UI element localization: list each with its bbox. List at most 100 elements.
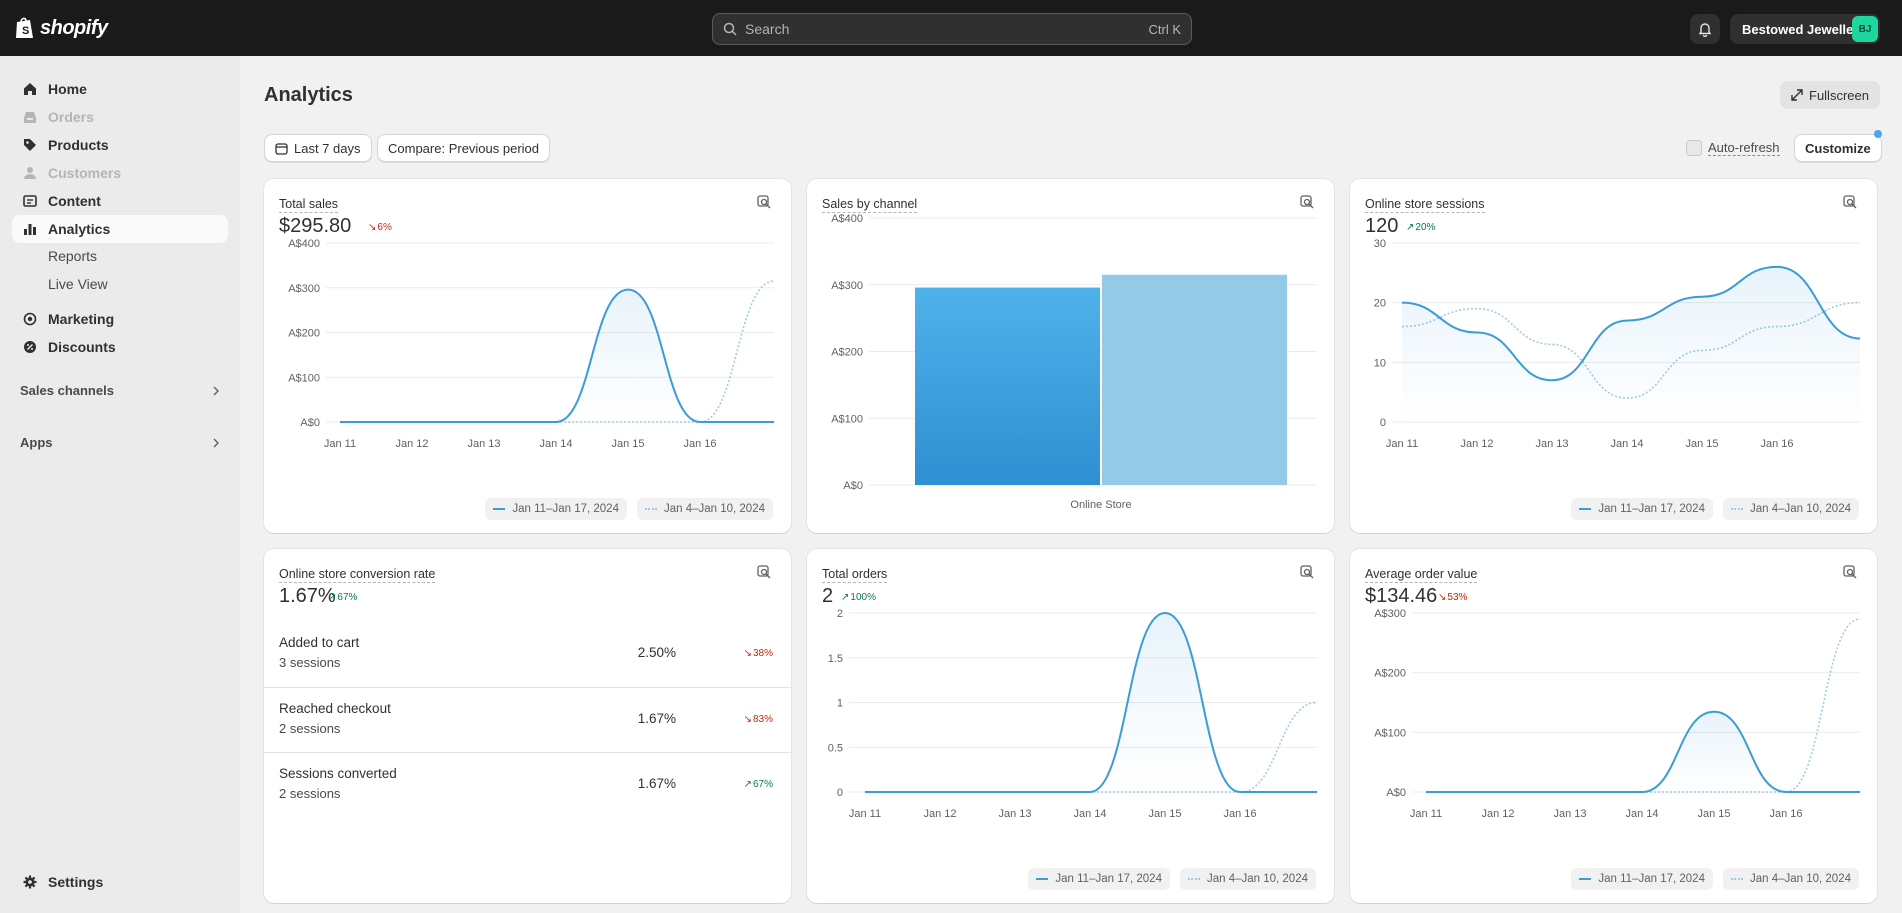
y-tick-label: A$100 (831, 413, 863, 425)
sidebar-item-label: Orders (48, 109, 94, 125)
y-tick-label: 0 (837, 787, 843, 799)
explore-icon[interactable] (1843, 565, 1857, 579)
x-tick-label: Jan 14 (1610, 438, 1643, 450)
line-chart: A$0 A$100 A$200 A$300 A$400 Jan 11 Jan 12 Jan 1… (288, 238, 775, 450)
legend-previous[interactable]: Jan 4–Jan 10, 2024 (1179, 868, 1316, 890)
series-area-current (340, 289, 774, 422)
sidebar-item-content[interactable]: Content (12, 187, 228, 215)
sidebar-item-settings[interactable]: Settings (12, 868, 228, 896)
search-input[interactable]: Search Ctrl K (712, 13, 1192, 45)
sidebar-item-analytics[interactable]: Analytics (12, 215, 228, 243)
auto-refresh-checkbox[interactable] (1686, 140, 1702, 156)
store-menu-button[interactable]: Bestowed Jewellers BJ (1730, 14, 1880, 44)
sidebar-item-label: Settings (48, 874, 104, 890)
customize-label: Customize (1805, 140, 1871, 156)
sidebar-item-label: Discounts (48, 339, 116, 355)
legend-previous[interactable]: Jan 4–Jan 10, 2024 (1722, 868, 1859, 890)
card-title[interactable]: Online store conversion rate (279, 567, 436, 583)
svg-text:S: S (22, 25, 29, 37)
sidebar-section-sales-channels[interactable]: Sales channels (20, 383, 220, 398)
x-tick-label: Jan 15 (611, 438, 644, 450)
y-tick-label: A$300 (1374, 608, 1406, 620)
y-tick-label: A$300 (831, 280, 863, 292)
chevron-right-icon (213, 438, 219, 447)
sidebar-item-products[interactable]: Products (12, 131, 228, 159)
card-average-order-value: Average order value $134.46 ↘ 53% A$0 A$10… (1350, 549, 1877, 903)
shopify-logo[interactable]: S shopify (14, 15, 108, 41)
x-category-label: Online Store (1070, 499, 1131, 511)
delta-value: 100% (850, 592, 876, 603)
arrow-down-icon: ↘ (743, 648, 752, 659)
legend-current[interactable]: Jan 11–Jan 17, 2024 (1028, 868, 1170, 890)
y-tick-label: A$200 (288, 328, 320, 340)
shopify-bag-icon: S (16, 17, 33, 38)
customize-button[interactable]: Customize (1794, 134, 1882, 162)
sidebar-item-reports[interactable]: Reports (48, 248, 98, 264)
card-title[interactable]: Total orders (822, 567, 888, 583)
y-tick-label: 1 (837, 698, 843, 710)
section-label: Apps (20, 435, 53, 450)
date-range-button[interactable]: Last 7 days (264, 134, 372, 162)
sidebar-item-marketing[interactable]: Marketing (12, 305, 228, 333)
card-value: 2 (822, 585, 834, 607)
explore-icon[interactable] (757, 195, 771, 209)
sidebar-item-discounts[interactable]: Discounts (12, 333, 228, 361)
series-line-current (340, 288, 774, 424)
legend-label: Jan 4–Jan 10, 2024 (1206, 873, 1308, 885)
funnel-step-sessions: 2 sessions (279, 786, 341, 801)
explore-icon[interactable] (1300, 565, 1314, 579)
search-shortcut: Ctrl K (1148, 21, 1182, 37)
legend-current[interactable]: Jan 11–Jan 17, 2024 (485, 498, 627, 520)
card-conversion-rate: Online store conversion rate 1.67% ↗ 67% … (264, 549, 791, 903)
bar-current (915, 287, 1100, 485)
sidebar-section-apps[interactable]: Apps (20, 435, 220, 450)
delta-badge: ↗ 20% (1406, 222, 1435, 233)
funnel-step-change: ↗ 67% (744, 779, 773, 790)
notifications-button[interactable] (1690, 14, 1720, 44)
explore-icon[interactable] (1300, 195, 1314, 209)
series-line-previous (1426, 618, 1861, 793)
y-tick-label: A$0 (1386, 787, 1406, 799)
legend-current[interactable]: Jan 11–Jan 17, 2024 (1571, 868, 1713, 890)
legend-current[interactable]: Jan 11–Jan 17, 2024 (1571, 498, 1713, 520)
x-tick-label: Jan 11 (1386, 438, 1418, 450)
sidebar-item-label: Customers (48, 165, 122, 181)
search-placeholder: Search (745, 21, 790, 37)
explore-icon[interactable] (1843, 195, 1857, 209)
x-tick-label: Jan 13 (1535, 438, 1568, 450)
card-title[interactable]: Average order value (1365, 567, 1478, 583)
sidebar-item-live-view[interactable]: Live View (48, 276, 108, 292)
auto-refresh-toggle[interactable]: Auto-refresh (1686, 140, 1780, 156)
arrow-up-icon: ↗ (328, 592, 337, 603)
delta-badge: ↘ 6% (368, 222, 392, 233)
sidebar-item-home[interactable]: Home (12, 75, 228, 103)
fullscreen-button[interactable]: Fullscreen (1780, 81, 1880, 109)
compare-button[interactable]: Compare: Previous period (377, 134, 551, 162)
search-icon (723, 22, 737, 36)
card-title[interactable]: Online store sessions (1365, 197, 1485, 213)
card-title[interactable]: Total sales (279, 197, 339, 213)
explore-icon[interactable] (757, 565, 771, 579)
chart-legend: Jan 11–Jan 17, 2024 Jan 4–Jan 10, 2024 (485, 498, 773, 520)
chevron-right-icon (213, 386, 219, 395)
target-icon (23, 312, 37, 326)
y-tick-label: A$300 (288, 283, 320, 295)
tag-icon (24, 139, 36, 151)
line-chart: 0 0.5 1 1.5 2 Jan 11 Jan 12 Jan 13 Jan 14 Jan 15 J… (828, 608, 1318, 820)
sidebar-item-orders[interactable]: Orders (12, 103, 228, 131)
funnel-step-change: ↘ 83% (744, 714, 773, 725)
x-tick-label: Jan 11 (324, 438, 356, 450)
x-tick-label: Jan 15 (1685, 438, 1718, 450)
y-tick-label: 0.5 (828, 742, 843, 754)
card-title[interactable]: Sales by channel (822, 197, 918, 213)
delta-badge: ↗ 100% (841, 592, 876, 603)
series-line-current (1426, 710, 1860, 793)
sidebar-item-customers[interactable]: Customers (12, 159, 228, 187)
legend-previous[interactable]: Jan 4–Jan 10, 2024 (636, 498, 773, 520)
legend-label: Jan 4–Jan 10, 2024 (1749, 873, 1851, 885)
legend-previous[interactable]: Jan 4–Jan 10, 2024 (1722, 498, 1859, 520)
x-tick-label: Jan 14 (539, 438, 572, 450)
chart-legend: Jan 11–Jan 17, 2024 Jan 4–Jan 10, 2024 (1028, 868, 1316, 890)
x-tick-label: Jan 16 (683, 438, 716, 450)
funnel-step-name: Added to cart (279, 635, 360, 650)
